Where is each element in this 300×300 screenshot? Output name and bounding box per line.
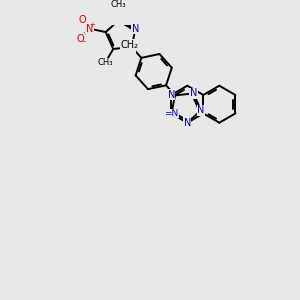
Text: +: + <box>90 22 96 28</box>
Text: N: N <box>132 24 139 34</box>
Text: N: N <box>184 118 191 128</box>
Text: N: N <box>190 88 197 98</box>
Text: N: N <box>128 42 135 52</box>
Text: N: N <box>86 24 93 34</box>
Text: O: O <box>78 16 85 26</box>
Text: CH₂: CH₂ <box>121 40 139 50</box>
Text: CH₃: CH₃ <box>110 0 125 9</box>
Text: CH₃: CH₃ <box>98 58 113 67</box>
Text: N: N <box>168 90 175 100</box>
Text: O: O <box>76 34 84 44</box>
Text: N: N <box>197 105 205 115</box>
Text: -: - <box>82 37 85 46</box>
Text: =N: =N <box>164 109 178 118</box>
